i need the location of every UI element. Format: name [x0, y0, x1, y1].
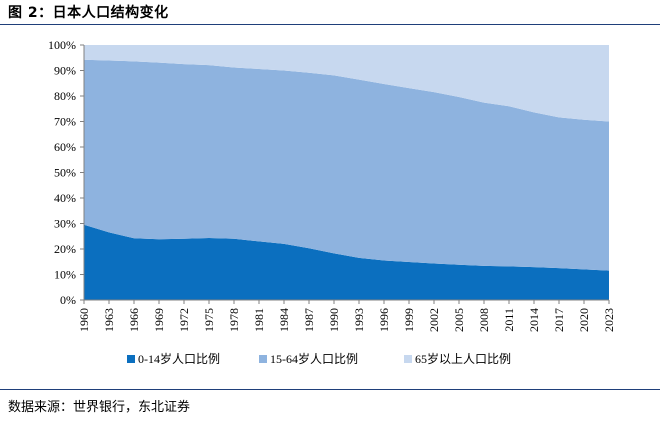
x-tick-label: 1972	[177, 308, 191, 332]
x-tick-label: 1999	[402, 308, 416, 332]
x-tick-label: 1984	[277, 308, 291, 332]
y-tick-label: 50%	[54, 166, 76, 180]
legend-swatch-3	[404, 355, 412, 363]
x-tick-label: 1966	[127, 308, 141, 332]
y-tick-label: 20%	[54, 242, 76, 256]
y-tick-label: 90%	[54, 64, 76, 78]
bottom-rule	[0, 389, 660, 390]
legend-swatch-2	[259, 355, 267, 363]
y-tick-label: 40%	[54, 191, 76, 205]
x-tick-label: 1960	[77, 308, 91, 332]
legend-swatch-1	[127, 355, 135, 363]
y-tick-label: 80%	[54, 89, 76, 103]
x-tick-label: 2008	[477, 308, 491, 332]
area-series-1	[84, 224, 609, 300]
x-tick-label: 1990	[327, 308, 341, 332]
x-tick-label: 1987	[302, 308, 316, 332]
y-tick-label: 0%	[60, 293, 76, 307]
x-tick-label: 1981	[252, 308, 266, 332]
legend-label-2: 15-64岁人口比例	[270, 351, 358, 366]
x-tick-label: 1993	[352, 308, 366, 332]
x-tick-label: 2020	[577, 308, 591, 332]
y-tick-label: 10%	[54, 268, 76, 282]
area-series-2	[84, 59, 609, 271]
y-axis: 0% 10% 20% 30% 40% 50% 60% 70% 80% 90% 100%	[48, 38, 85, 307]
x-tick-label: 2014	[527, 308, 541, 332]
x-tick-label: 2023	[602, 308, 616, 332]
population-structure-chart: 0%10%20%30%40%50%60%70%80%90%100% 1960 19…	[48, 38, 616, 366]
x-tick-label: 2017	[552, 308, 566, 332]
y-tick-label: 100%	[48, 38, 76, 52]
figure-title: 图 2：日本人口结构变化	[8, 5, 169, 21]
x-tick-label: 2002	[427, 308, 441, 332]
x-tick-label: 1978	[227, 308, 241, 332]
x-tick-label: 1963	[102, 308, 116, 332]
x-tick-label: 1969	[152, 308, 166, 332]
area-series-3	[84, 45, 609, 122]
x-axis: 1960 1963 1966 1969 1972 1975 1978 1981 1984 1987…	[77, 299, 616, 332]
x-tick-label: 1975	[202, 308, 216, 332]
plot-areas	[84, 45, 609, 300]
y-tick-label: 70%	[54, 115, 76, 129]
legend-label-3: 65岁以上人口比例	[415, 351, 511, 366]
x-tick-label: 1996	[377, 308, 391, 332]
legend-label-1: 0-14岁人口比例	[138, 351, 220, 366]
x-tick-label: 2011	[502, 308, 516, 332]
x-tick-label: 2005	[452, 308, 466, 332]
y-tick-label: 60%	[54, 140, 76, 154]
source-note: 数据来源：世界银行，东北证券	[8, 400, 191, 415]
legend: 0-14岁人口比例 15-64岁人口比例 65岁以上人口比例	[127, 351, 511, 366]
top-rule	[0, 24, 660, 25]
y-tick-label: 30%	[54, 217, 76, 231]
